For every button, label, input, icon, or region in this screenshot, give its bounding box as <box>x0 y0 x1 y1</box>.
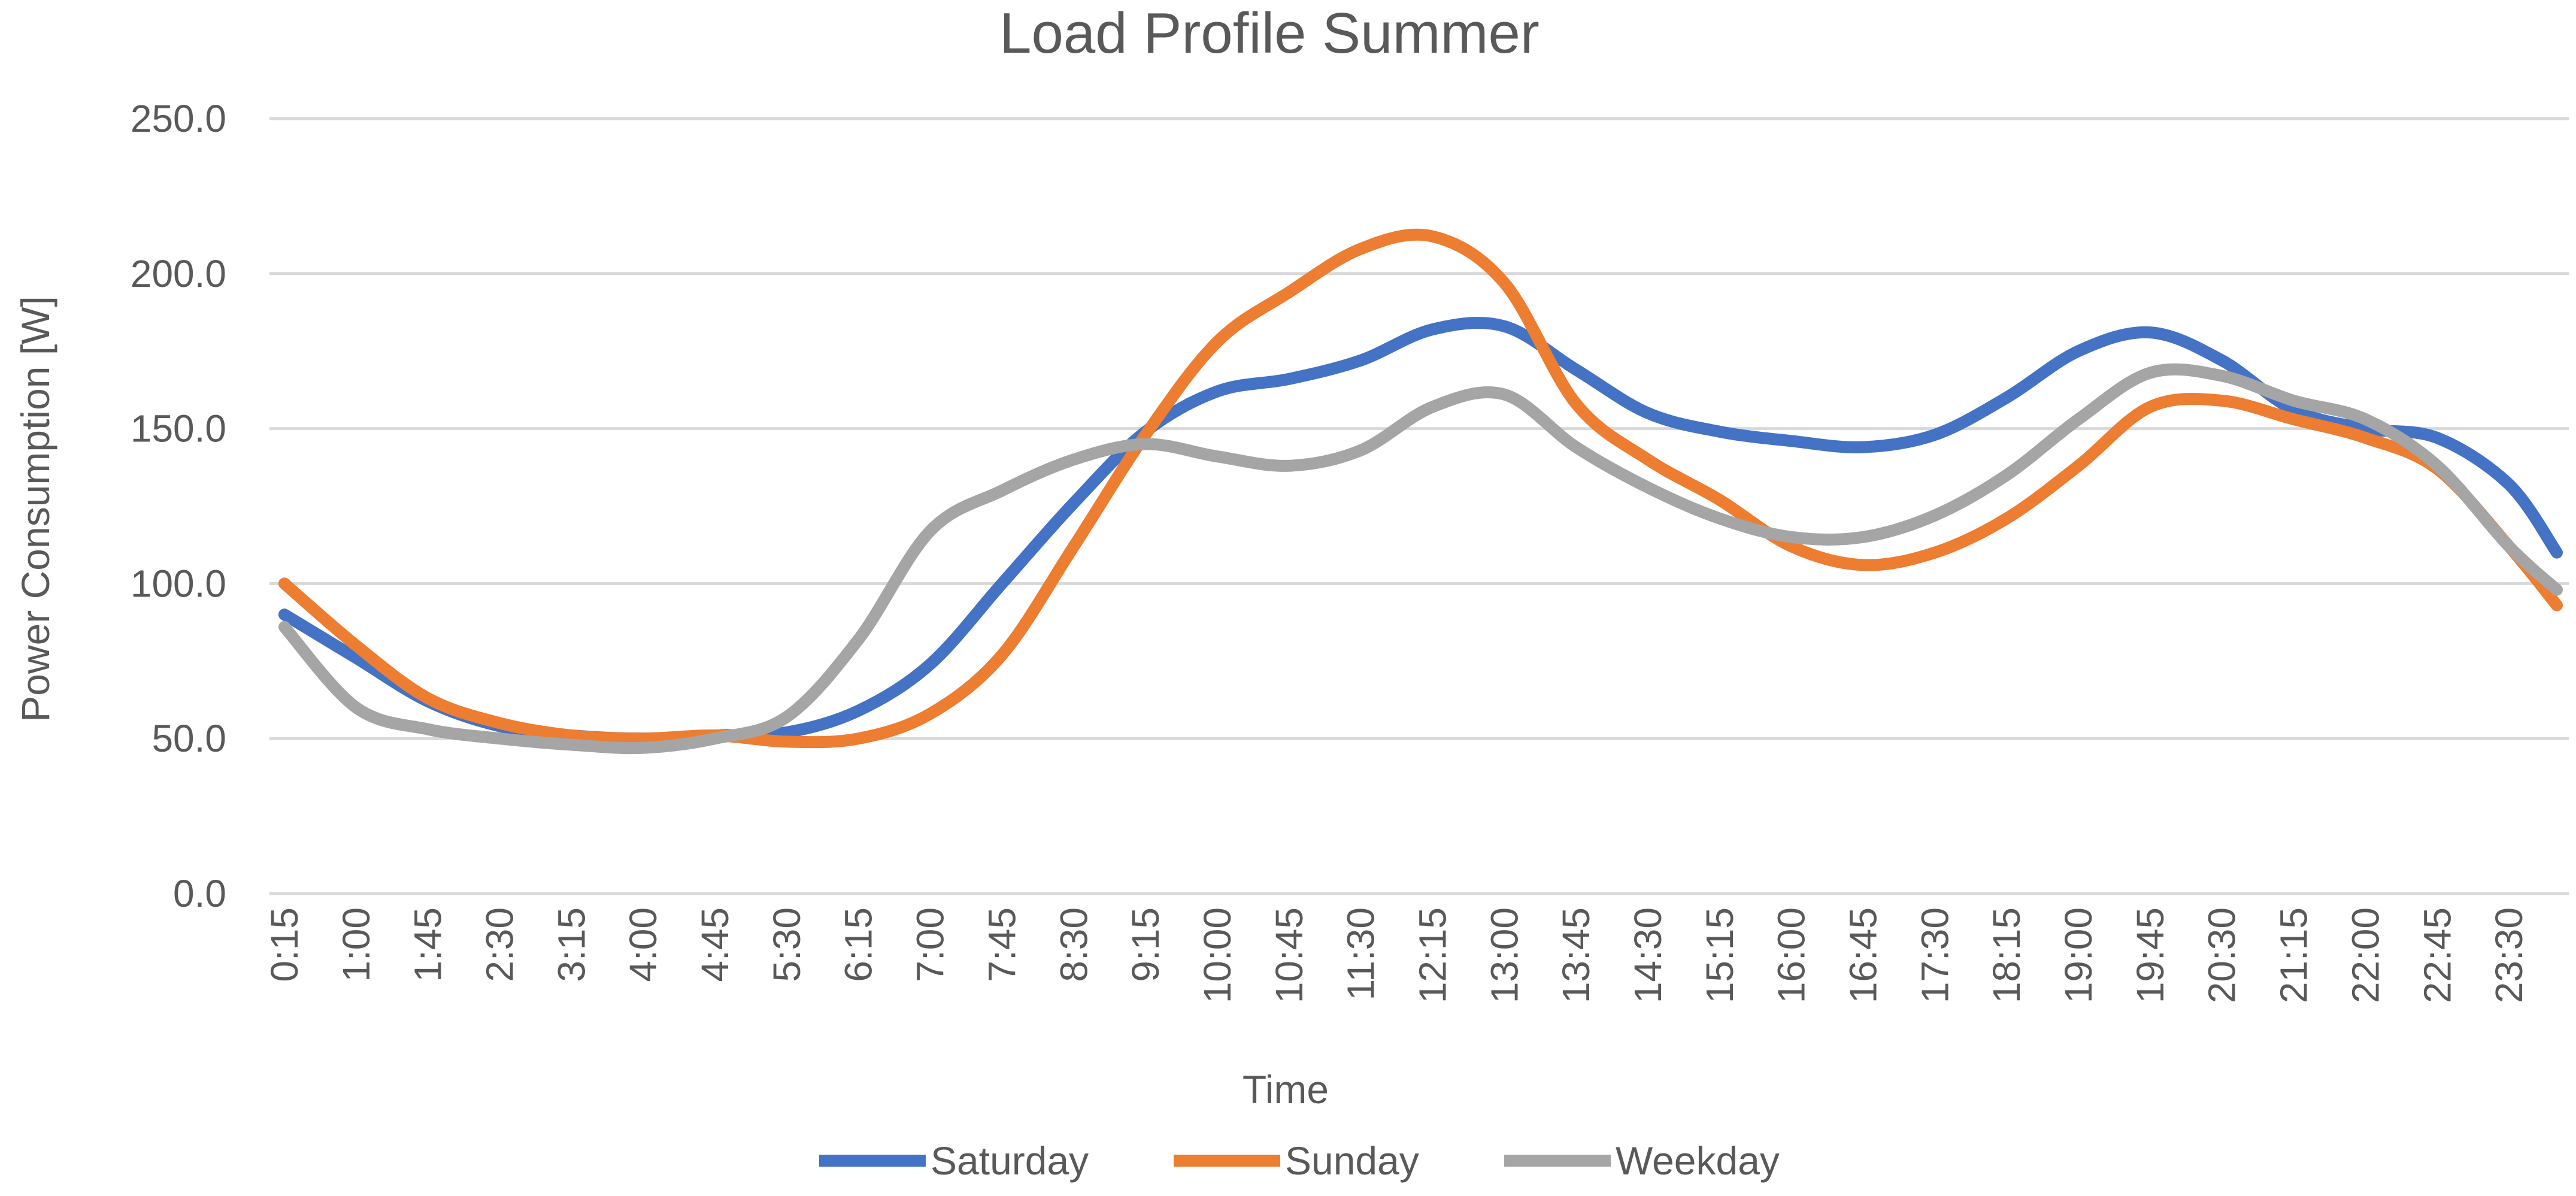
x-tick-label: 7:45 <box>980 907 1023 982</box>
x-tick-label: 9:15 <box>1124 907 1167 982</box>
x-tick-label: 7:00 <box>909 907 952 982</box>
x-tick-label: 8:30 <box>1052 907 1095 982</box>
x-axis-title: Time <box>1242 1067 1329 1112</box>
chart-title: Load Profile Summer <box>999 1 1539 65</box>
x-tick-label: 15:15 <box>1698 907 1741 1003</box>
x-tick-label: 6:15 <box>837 907 880 982</box>
x-tick-label: 1:45 <box>407 907 450 982</box>
x-tick-label: 13:45 <box>1554 907 1598 1003</box>
y-tick-label: 200.0 <box>131 252 226 295</box>
legend-label-weekday: Weekday <box>1616 1139 1780 1183</box>
x-tick-label: 16:45 <box>1842 907 1885 1003</box>
legend-label-sunday: Sunday <box>1285 1139 1419 1183</box>
x-tick-label: 13:00 <box>1483 907 1526 1003</box>
y-tick-label: 250.0 <box>131 97 226 140</box>
x-tick-label: 22:45 <box>2416 907 2459 1003</box>
x-tick-label: 4:00 <box>622 907 665 982</box>
series-lines <box>278 228 2563 755</box>
x-tick-label: 3:15 <box>550 907 593 982</box>
x-tick-label: 11:30 <box>1339 907 1383 1000</box>
x-tick-label: 16:00 <box>1770 907 1813 1003</box>
series-line-saturday <box>278 317 2563 745</box>
x-tick-label: 0:15 <box>263 907 306 982</box>
x-tick-label: 12:15 <box>1411 907 1454 1003</box>
x-tick-label: 10:45 <box>1268 907 1311 1003</box>
y-tick-label: 50.0 <box>151 717 226 760</box>
y-tick-label: 150.0 <box>131 407 226 450</box>
x-tick-label: 22:00 <box>2344 907 2387 1003</box>
x-tick-label: 19:00 <box>2057 907 2100 1003</box>
x-tick-label: 10:00 <box>1196 907 1239 1003</box>
x-tick-label: 20:30 <box>2201 907 2244 1003</box>
x-tick-label: 14:30 <box>1626 907 1669 1003</box>
series-line-weekday <box>278 363 2563 755</box>
y-tick-label: 100.0 <box>131 562 226 605</box>
x-tick-label: 17:30 <box>1913 907 1956 1003</box>
x-axis-ticks: 0:15 1:00 1:45 2:30 3:15 4:00 4:45 5:30 6:15 7:00… <box>263 907 2530 1003</box>
x-tick-label: 21:15 <box>2272 907 2316 1003</box>
x-tick-label: 2:30 <box>478 907 522 982</box>
x-tick-label: 19:45 <box>2129 907 2172 1003</box>
x-tick-label: 18:15 <box>1985 907 2028 1003</box>
series-line-sunday <box>278 228 2563 749</box>
y-tick-label: 0.0 <box>173 872 226 915</box>
x-tick-label: 5:30 <box>765 907 808 982</box>
y-axis-title: Power Consumption [W] <box>13 296 57 722</box>
x-tick-label: 23:30 <box>2487 907 2530 1003</box>
legend: Saturday Sunday Weekday <box>819 1139 1780 1183</box>
legend-label-saturday: Saturday <box>931 1139 1089 1183</box>
x-tick-label: 4:45 <box>693 907 737 982</box>
y-axis-ticks: 0.0 50.0 100.0 150.0 200.0 250.0 <box>131 97 226 915</box>
x-tick-label: 1:00 <box>335 907 378 982</box>
